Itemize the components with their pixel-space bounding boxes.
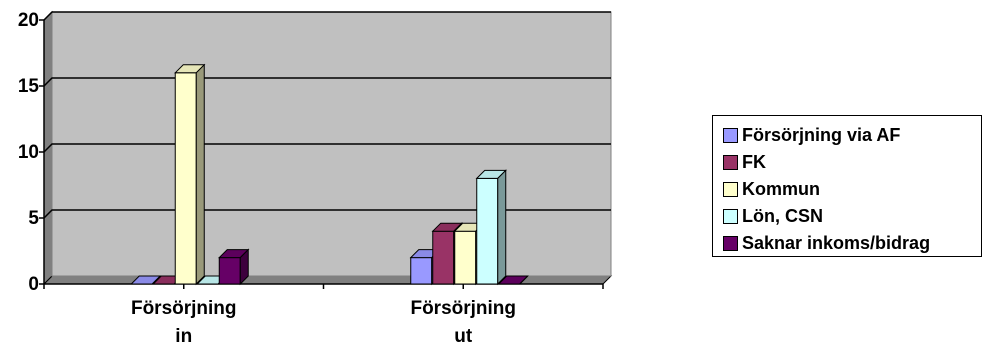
legend-swatch [723, 155, 738, 170]
bar [130, 275, 162, 285]
legend-label: Kommun [742, 179, 820, 199]
y-tick-label: 15 [18, 76, 40, 97]
legend-label: FK [742, 152, 766, 172]
bar [174, 63, 206, 286]
legend-swatch [723, 128, 738, 143]
legend-label: Försörjning via AF [742, 125, 901, 145]
y-tick-label: 20 [18, 10, 39, 31]
x-tick-label: Försörjning in [131, 298, 237, 347]
bar [475, 169, 507, 286]
legend-label: Lön, CSN [742, 206, 823, 226]
y-tick-label: 10 [18, 142, 39, 163]
legend-label: Saknar inkoms/bidrag [742, 233, 931, 253]
x-axis: Försörjning in Försörjning ut [43, 283, 604, 347]
bar [497, 275, 529, 285]
legend-item: Kommun [723, 176, 981, 203]
legend-item: Försörjning via AF [723, 122, 981, 149]
gridline [43, 11, 611, 21]
gridline [43, 209, 611, 219]
bars [130, 63, 529, 286]
legend-swatch [723, 236, 738, 251]
gridline [43, 77, 611, 87]
legend-swatch [723, 209, 738, 224]
y-tick-label: 5 [28, 208, 39, 229]
y-tick-label: 0 [28, 274, 39, 295]
y-axis: 0 5 10 15 20 [18, 10, 45, 295]
legend-swatch [723, 182, 738, 197]
x-tick-label: Försörjning ut [410, 298, 516, 347]
legend-item: FK [723, 149, 981, 176]
gridline [43, 143, 611, 153]
bar [218, 248, 250, 286]
plot-area [42, 10, 613, 286]
legend-item: Lön, CSN [723, 203, 981, 230]
legend: Försörjning via AF FK Kommun Lön, CSN Saknar… [712, 115, 982, 257]
legend-item: Saknar inkoms/bidrag [723, 230, 981, 257]
